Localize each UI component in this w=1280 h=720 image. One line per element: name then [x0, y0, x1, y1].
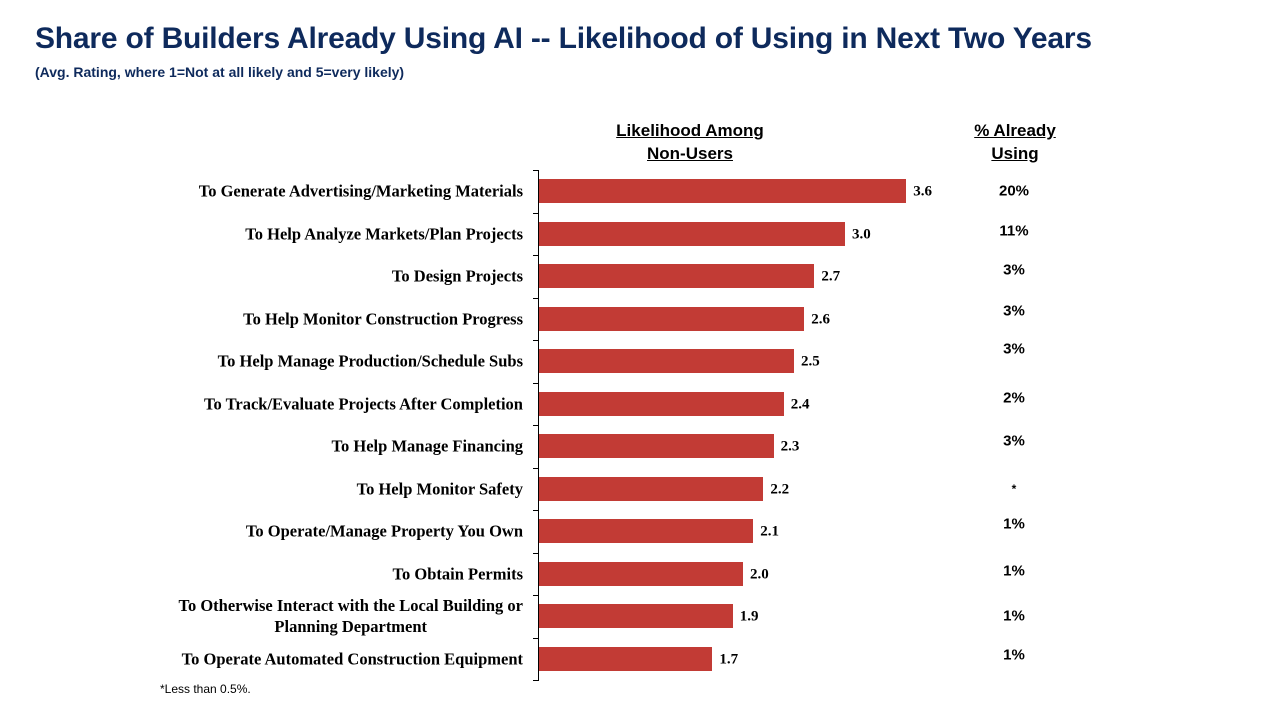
axis-tick [533, 297, 539, 299]
already-using-column-header: % Already Using [940, 119, 1090, 165]
likelihood-value-label: 2.2 [770, 481, 790, 498]
category-label: To Operate/Manage Property You Own [246, 521, 523, 542]
chart-subtitle: (Avg. Rating, where 1=Not at all likely … [35, 64, 405, 80]
already-using-value-label: 1% [1003, 562, 1025, 580]
already-using-value-label: 11% [999, 222, 1029, 240]
category-label: To Help Analyze Markets/Plan Projects [245, 223, 523, 244]
likelihood-header-line-2: Non-Users [647, 144, 733, 163]
category-label: To Help Manage Financing [332, 436, 523, 457]
axis-tick [533, 552, 539, 554]
already-using-value-label: 3% [1003, 432, 1025, 450]
axis-tick [533, 467, 539, 469]
already-using-value-label: 3% [1003, 302, 1025, 320]
likelihood-value-label: 2.5 [801, 353, 820, 370]
already-using-value-label: 3% [1003, 261, 1025, 279]
category-label-line: To Generate Advertising/Marketing Materi… [198, 181, 523, 201]
likelihood-value-label: 2.0 [750, 566, 769, 583]
category-label-line: To Otherwise Interact with the Local Bui… [178, 596, 523, 616]
likelihood-value-label: 2.7 [821, 268, 841, 285]
likelihood-bar [539, 349, 794, 374]
likelihood-column-header: Likelihood Among Non-Users [580, 119, 800, 165]
likelihood-value-label: 1.9 [739, 608, 759, 625]
category-label: To Obtain Permits [393, 563, 523, 584]
category-label-line: To Help Monitor Safety [356, 479, 523, 499]
likelihood-bar [539, 476, 764, 501]
likelihood-value-label: 3.0 [852, 226, 871, 243]
axis-tick [533, 340, 539, 341]
category-label-line: To Obtain Permits [392, 564, 523, 584]
likelihood-header-line-1: Likelihood Among [616, 121, 764, 140]
already-using-value-label: 1% [1003, 515, 1025, 533]
already-using-value-label: 1% [1003, 607, 1025, 625]
using-header-line-2: Using [991, 144, 1039, 163]
already-using-value-label: 20% [998, 182, 1030, 200]
already-using-value-label: * [1011, 481, 1017, 496]
axis-tick [533, 680, 539, 681]
category-label: To Track/Evaluate Projects After Complet… [204, 393, 523, 414]
likelihood-bar [539, 561, 743, 586]
already-using-value-label: 2% [1003, 389, 1025, 407]
chart-title: Share of Builders Already Using AI -- Li… [35, 22, 1092, 55]
axis-tick [533, 637, 539, 639]
category-label-line: To Track/Evaluate Projects After Complet… [204, 394, 523, 414]
likelihood-bar [539, 434, 774, 459]
likelihood-value-label: 2.1 [760, 523, 779, 540]
likelihood-value-label: 3.6 [913, 183, 932, 200]
axis-tick [533, 170, 539, 171]
likelihood-bar [539, 264, 815, 289]
category-label: To Design Projects [392, 266, 523, 287]
category-label-line: To Help Manage Financing [331, 436, 523, 456]
likelihood-bar [539, 646, 713, 671]
category-label-line: To Help Manage Production/Schedule Subs [217, 351, 523, 371]
category-label-line: Planning Department [274, 617, 428, 637]
likelihood-bar [539, 604, 733, 629]
likelihood-bar [539, 221, 845, 246]
axis-tick [533, 595, 539, 596]
likelihood-value-label: 2.3 [780, 438, 800, 455]
likelihood-bar [539, 391, 784, 416]
already-using-value-label: 1% [1003, 646, 1025, 664]
category-label: To Generate Advertising/Marketing Materi… [199, 181, 523, 202]
likelihood-value-label: 1.7 [719, 651, 739, 668]
likelihood-value-label: 2.4 [790, 396, 810, 413]
category-label: To Help Monitor Safety [357, 478, 523, 499]
axis-tick [533, 212, 539, 214]
already-using-value-label: 3% [1003, 340, 1025, 358]
category-label: To Otherwise Interact with the Local Bui… [178, 595, 523, 637]
likelihood-value-label: 2.6 [811, 311, 830, 328]
category-label-line: To Operate/Manage Property You Own [245, 521, 523, 541]
category-label-line: To Design Projects [391, 266, 523, 286]
axis-tick [533, 255, 539, 256]
likelihood-bar [539, 306, 805, 331]
category-label: To Help Monitor Construction Progress [243, 308, 523, 329]
category-label-line: To Help Monitor Construction Progress [243, 309, 523, 329]
category-label: To Help Manage Production/Schedule Subs [218, 351, 523, 372]
likelihood-bar [539, 519, 754, 544]
category-label-line: To Help Analyze Markets/Plan Projects [245, 224, 523, 244]
axis-tick [533, 425, 539, 426]
using-header-line-1: % Already [974, 121, 1056, 140]
footnote: *Less than 0.5%. [160, 682, 251, 696]
category-label-line: To Operate Automated Construction Equipm… [181, 649, 523, 669]
axis-tick [533, 510, 539, 511]
category-label: To Operate Automated Construction Equipm… [182, 648, 523, 669]
axis-tick [533, 382, 539, 384]
likelihood-bar [539, 179, 907, 204]
